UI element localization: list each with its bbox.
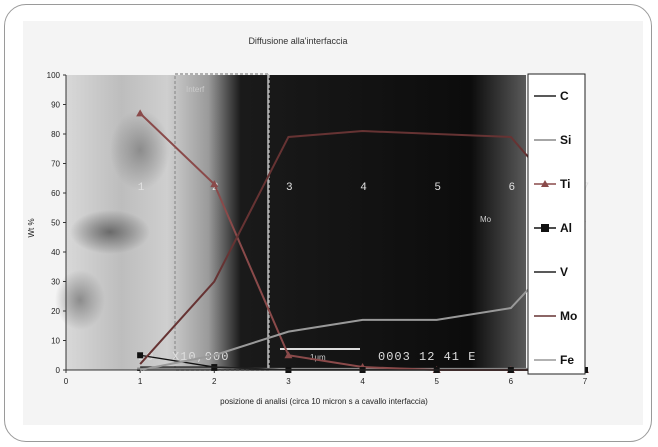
sem-side-label: Mo bbox=[480, 215, 492, 224]
legend-marker-al bbox=[541, 224, 549, 232]
y-tick-label: 60 bbox=[51, 189, 60, 198]
y-tick-label: 70 bbox=[51, 160, 60, 169]
y-tick-label: 90 bbox=[51, 101, 60, 110]
legend-label-ti: Ti bbox=[560, 177, 570, 191]
zone-label: 7 bbox=[583, 182, 590, 194]
x-tick-label: 3 bbox=[286, 377, 291, 386]
y-tick-label: 50 bbox=[51, 219, 60, 228]
sem-blob bbox=[110, 110, 170, 190]
series-line-v bbox=[140, 366, 585, 371]
x-tick-label: 7 bbox=[583, 377, 588, 386]
data-point-al bbox=[137, 352, 144, 359]
legend-marker-ti bbox=[541, 180, 549, 187]
legend-label-al: Al bbox=[560, 221, 572, 235]
legend: C Si Ti Al V Mo Fe bbox=[534, 89, 577, 367]
legend-label-si: Si bbox=[560, 133, 571, 147]
x-tick-label: 4 bbox=[360, 377, 365, 386]
legend-label-c: C bbox=[560, 89, 569, 103]
y-tick-label: 100 bbox=[47, 71, 61, 80]
x-tick-label: 5 bbox=[434, 377, 439, 386]
legend-box bbox=[527, 73, 586, 375]
legend-label-fe: Fe bbox=[560, 353, 574, 367]
x-tick-label: 6 bbox=[509, 377, 514, 386]
y-tick-label: 0 bbox=[56, 366, 61, 375]
interface-label: Interf bbox=[186, 85, 205, 94]
sem-scale-text: 1µm bbox=[310, 353, 326, 362]
data-point-ti bbox=[284, 351, 293, 359]
y-tick-label: 30 bbox=[51, 278, 60, 287]
sem-blob bbox=[70, 210, 150, 254]
zone-label: 4 bbox=[360, 182, 367, 194]
y-axis-label: Wt % bbox=[27, 218, 36, 237]
y-tick-label: 20 bbox=[51, 307, 60, 316]
zone-label: 1 bbox=[138, 182, 145, 194]
sem-blob bbox=[55, 270, 105, 330]
y-tick-label: 80 bbox=[51, 130, 60, 139]
zone-label: 5 bbox=[434, 182, 441, 194]
y-ticks: 0 10 20 30 40 50 60 70 80 90 100 bbox=[47, 71, 66, 375]
sem-info: 0003 12 41 E bbox=[378, 350, 476, 364]
x-tick-label: 2 bbox=[212, 377, 217, 386]
x-axis-label: posizione di analisi (circa 10 micron s … bbox=[220, 397, 428, 406]
chart-title: Diffusione alla'interfaccia bbox=[248, 36, 347, 46]
legend-label-v: V bbox=[560, 265, 568, 279]
legend-label-mo: Mo bbox=[560, 309, 577, 323]
y-tick-label: 40 bbox=[51, 248, 60, 257]
zone-label: 3 bbox=[286, 182, 293, 194]
y-tick-label: 10 bbox=[51, 337, 60, 346]
series-line-fe bbox=[139, 227, 586, 371]
series-layer bbox=[136, 109, 589, 373]
x-tick-label: 0 bbox=[64, 377, 69, 386]
x-tick-label: 1 bbox=[138, 377, 143, 386]
series-line-mo bbox=[139, 130, 586, 365]
zone-label: 6 bbox=[508, 182, 515, 194]
data-point-ti bbox=[136, 109, 145, 117]
data-point-ti bbox=[210, 180, 219, 188]
